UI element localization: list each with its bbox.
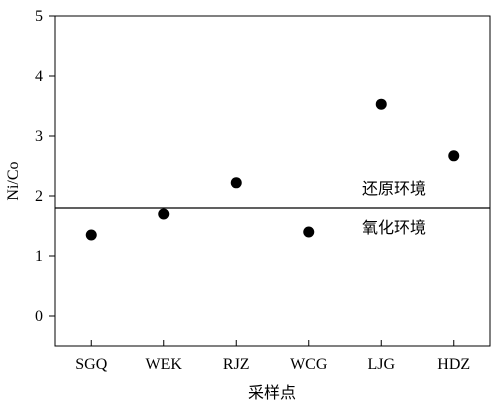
x-tick-label: LJG xyxy=(367,356,395,373)
data-points xyxy=(85,98,460,241)
y-tick-label: 0 xyxy=(35,308,43,325)
y-axis: 0 1 2 3 4 5 xyxy=(35,8,55,325)
x-tick-label: HDZ xyxy=(437,356,470,373)
x-axis: SGQ WEK RJZ WCG LJG HDZ xyxy=(75,340,470,373)
data-point-rjz xyxy=(230,177,242,189)
x-tick-label: WCG xyxy=(290,356,328,373)
y-tick-label: 4 xyxy=(35,68,43,85)
data-point-wcg xyxy=(303,226,315,238)
threshold-label-below: 氧化环境 xyxy=(362,218,426,237)
y-axis-label: Ni/Co xyxy=(5,161,22,200)
threshold-label-above: 还原环境 xyxy=(362,179,426,198)
y-tick-label: 5 xyxy=(35,8,43,25)
x-axis-label: 采样点 xyxy=(248,384,296,402)
data-point-sgq xyxy=(85,229,97,241)
x-tick-label: RJZ xyxy=(223,356,250,373)
data-point-hdz xyxy=(448,150,460,162)
plot-frame xyxy=(54,15,491,347)
data-point-wek xyxy=(158,208,170,220)
y-tick-label: 2 xyxy=(35,188,43,205)
x-tick-label: SGQ xyxy=(75,356,107,373)
x-tick-label: WEK xyxy=(146,356,183,373)
y-tick-label: 1 xyxy=(35,248,43,265)
y-tick-label: 3 xyxy=(35,128,43,145)
data-point-ljg xyxy=(375,98,387,110)
